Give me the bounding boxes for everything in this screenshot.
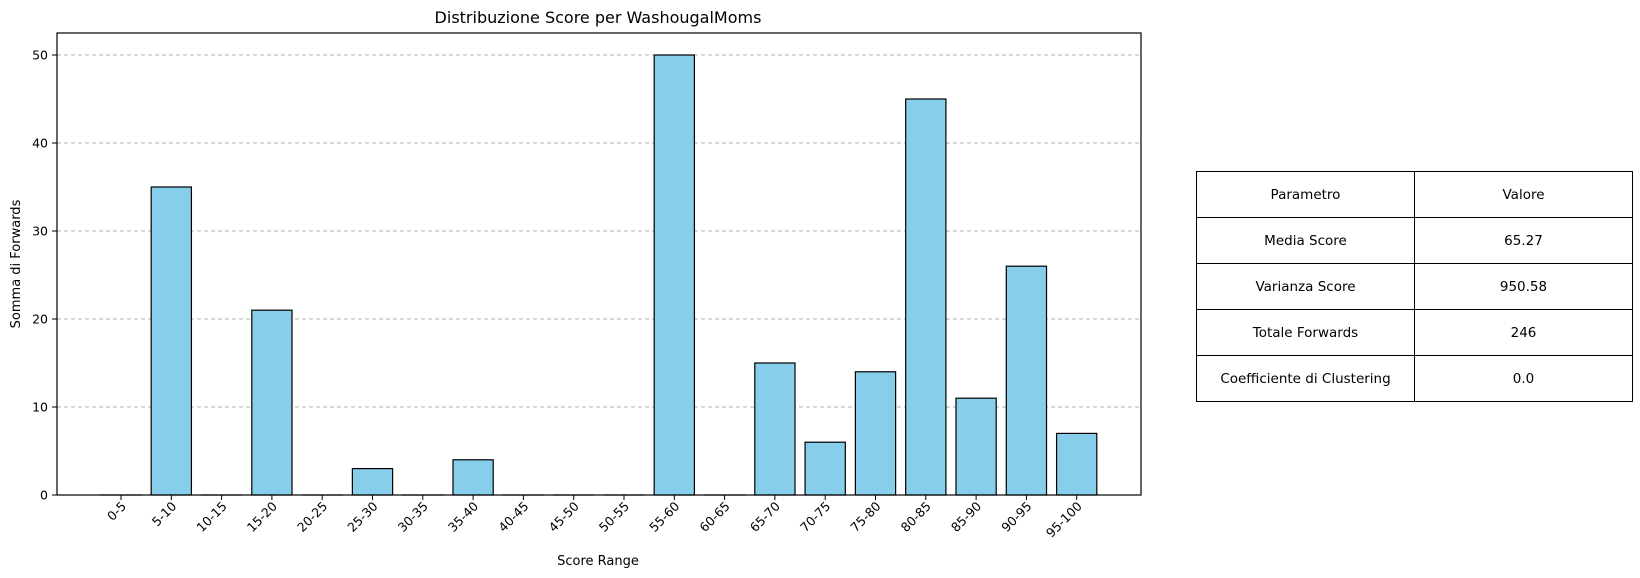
table-row: Media Score 65.27 (1196, 217, 1633, 264)
table-row: Totale Forwards 246 (1196, 309, 1633, 356)
bar (854, 371, 897, 496)
y-tick-label: 20 (32, 312, 48, 327)
x-tick-label: 5-10 (149, 498, 180, 529)
param-cell: Totale Forwards (1196, 309, 1415, 356)
bar (955, 397, 997, 496)
x-tick-label: 0-5 (104, 499, 129, 524)
bar (1055, 432, 1098, 496)
y-axis-label: Somma di Forwards (9, 199, 24, 328)
stats-table: Parametro Valore Media Score 65.27 Varia… (1196, 171, 1633, 402)
gridlines (57, 54, 1141, 408)
x-tick-label: 95-100 (1043, 498, 1085, 540)
table-header-row: Parametro Valore (1196, 171, 1633, 218)
table-row: Coefficiente di Clustering 0.0 (1196, 355, 1633, 402)
bar-chart: Distribuzione Score per WashougalMoms 0 1… (9, 8, 1142, 569)
param-cell: Varianza Score (1196, 263, 1415, 310)
y-tick-label: 0 (40, 488, 48, 503)
bar (351, 468, 394, 496)
x-tick-label: 75-80 (847, 498, 883, 534)
bar (905, 98, 947, 496)
y-tick-label: 30 (32, 224, 48, 239)
value-cell: 0.0 (1414, 355, 1633, 402)
x-tick-label: 90-95 (998, 499, 1034, 535)
x-tick-label: 15-20 (244, 498, 280, 534)
bar (1005, 265, 1048, 496)
bar (452, 459, 494, 496)
x-tick-label: 35-40 (445, 498, 481, 534)
x-tick-label: 65-70 (747, 498, 783, 534)
x-tick-label: 20-25 (294, 499, 330, 535)
x-tick-label: 80-85 (898, 499, 934, 535)
x-tick-label: 85-90 (948, 498, 984, 534)
x-tick-label: 45-50 (546, 498, 582, 534)
y-tick-label: 40 (32, 136, 48, 151)
x-tick-label: 60-65 (696, 499, 732, 535)
plot-frame (56, 32, 1142, 496)
x-tick-label: 30-35 (395, 499, 431, 535)
table-row: Varianza Score 950.58 (1196, 263, 1633, 310)
bar (754, 362, 796, 496)
bar (251, 309, 293, 496)
x-tick-label: 10-15 (193, 499, 229, 535)
param-cell: Media Score (1196, 217, 1415, 264)
value-cell: 65.27 (1414, 217, 1633, 264)
x-tick-label: 50-55 (596, 499, 632, 535)
value-cell: 950.58 (1414, 263, 1633, 310)
header-cell-parametro: Parametro (1196, 171, 1415, 218)
bars (100, 54, 1098, 496)
x-tick-label: 25-30 (344, 498, 380, 534)
x-tick-label: 70-75 (797, 499, 833, 535)
x-tick-label: 55-60 (646, 498, 682, 534)
x-tick-label: 40-45 (495, 499, 531, 535)
y-ticks: 0 10 20 30 40 50 (32, 48, 57, 503)
value-cell: 246 (1414, 309, 1633, 356)
param-cell: Coefficiente di Clustering (1196, 355, 1415, 402)
bar (804, 441, 846, 496)
chart-title: Distribuzione Score per WashougalMoms (435, 8, 762, 27)
bar (653, 54, 696, 496)
y-tick-label: 50 (32, 48, 48, 63)
x-axis-label: Score Range (557, 554, 639, 569)
y-tick-label: 10 (32, 400, 48, 415)
x-ticks: 0-5 5-10 10-15 15-20 20-25 25-30 30-35 35-40 40-… (104, 495, 1085, 540)
header-cell-valore: Valore (1414, 171, 1633, 218)
bar (150, 186, 193, 496)
